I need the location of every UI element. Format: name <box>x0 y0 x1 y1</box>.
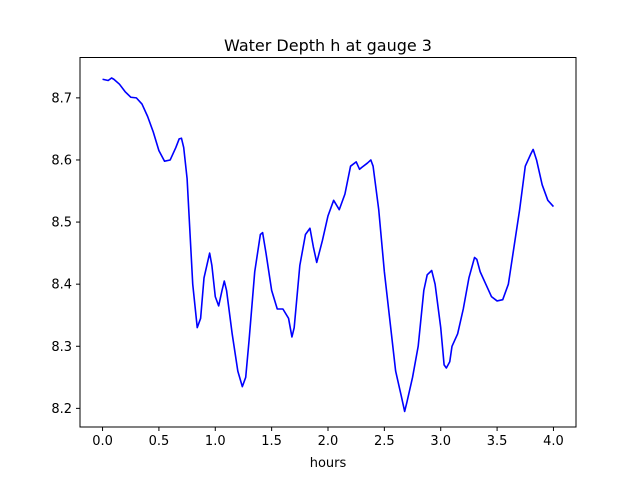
x-tick-label: 2.0 <box>318 434 339 449</box>
x-tick-label: 2.5 <box>374 434 395 449</box>
y-tick-label: 8.4 <box>51 278 72 293</box>
y-tick-label: 8.2 <box>51 402 72 417</box>
x-axis-label: hours <box>310 456 347 471</box>
y-axis: 8.2 8.3 8.4 8.5 8.6 8.7 <box>51 91 80 417</box>
plot-area <box>102 77 555 413</box>
y-tick-label: 8.3 <box>51 340 72 355</box>
x-tick-label: 3.5 <box>487 434 508 449</box>
y-tick-label: 8.5 <box>51 216 72 231</box>
y-tick-label: 8.7 <box>51 91 72 106</box>
x-tick-label: 0.0 <box>92 434 113 449</box>
x-tick-label: 3.0 <box>430 434 451 449</box>
x-tick-label: 4.0 <box>543 434 564 449</box>
plot-frame <box>79 57 577 428</box>
chart-title: Water Depth h at gauge 3 <box>224 36 432 55</box>
x-tick-label: 0.5 <box>149 434 170 449</box>
series-line-0 <box>102 77 555 413</box>
x-tick-label: 1.5 <box>261 434 282 449</box>
y-tick-label: 8.6 <box>51 153 72 168</box>
x-axis: 0.0 0.5 1.0 1.5 2.0 2.5 3.0 3.5 4.0 <box>92 427 564 449</box>
x-tick-label: 1.0 <box>205 434 226 449</box>
